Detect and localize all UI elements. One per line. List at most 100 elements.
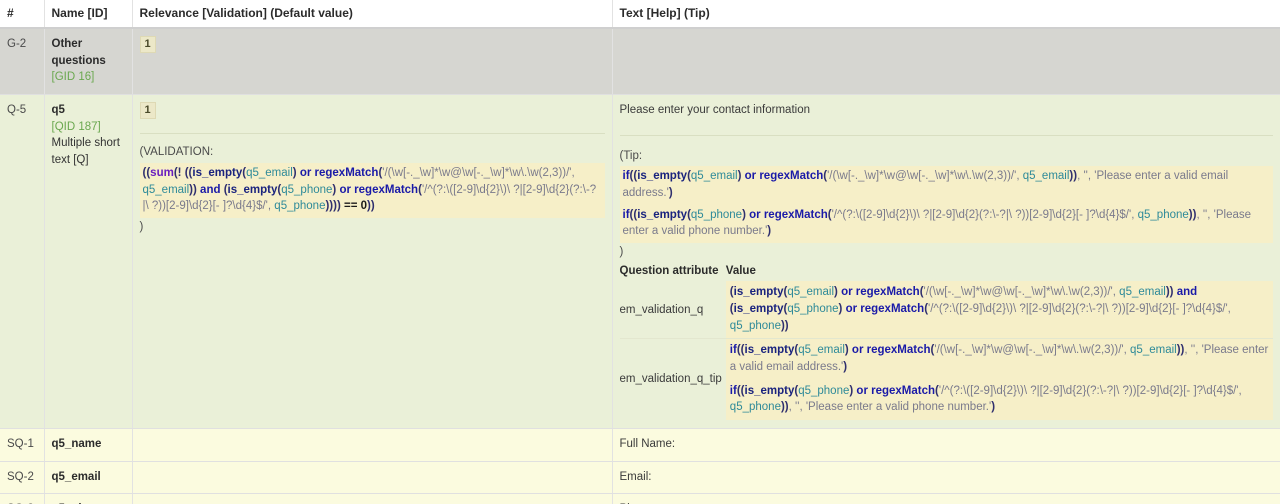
tok-empty-string: '' bbox=[795, 401, 800, 414]
tip-close-paren: ) bbox=[619, 246, 624, 259]
tok-msg-email-2: address.' bbox=[796, 361, 844, 374]
table-row: SQ-3 q5_phone Phone: bbox=[0, 493, 1280, 504]
tok-paren: ) bbox=[849, 384, 854, 397]
subquestion-relevance-cell bbox=[132, 493, 613, 504]
subquestion-number: SQ-1 bbox=[0, 428, 45, 462]
qattr-row-em-validation-q: em_validation_q (is_empty(q5_email) or r… bbox=[619, 281, 1273, 340]
em-validation-q-expression: (is_empty(q5_email) or regexMatch('/(\w[… bbox=[725, 281, 1273, 339]
tok-regexmatch: regexMatch bbox=[314, 166, 379, 179]
qattr-key-em-validation-q: em_validation_q bbox=[619, 281, 726, 340]
tok-comma: , bbox=[799, 401, 803, 414]
tok-comma: , bbox=[1131, 208, 1135, 221]
tok-regex-email: '/(\w[-._\w]*\w@\w[-._\w]*\w\.\w(2,3))/' bbox=[382, 166, 572, 179]
tok-regexmatch: regexMatch bbox=[759, 170, 824, 183]
tok-comma: , bbox=[267, 200, 272, 213]
subquestion-relevance-cell bbox=[132, 461, 613, 495]
tok-if: if bbox=[622, 170, 630, 183]
tok-and: and bbox=[1176, 286, 1198, 299]
tok-paren: ( bbox=[687, 208, 691, 221]
tok-paren: )) bbox=[1165, 286, 1174, 299]
tok-or: or bbox=[841, 286, 853, 299]
validation-close-paren: ) bbox=[139, 221, 144, 233]
table-row: SQ-2 q5_email Email: bbox=[0, 461, 1280, 495]
tok-paren: ) bbox=[844, 344, 849, 357]
question-type-line1: Multiple short bbox=[51, 137, 120, 150]
subquestion-relevance-cell bbox=[132, 428, 613, 462]
question-text-cell: Please enter your contact information (T… bbox=[612, 94, 1280, 430]
tok-paren: ) bbox=[668, 187, 673, 200]
tok-is-empty: is_empty bbox=[227, 183, 278, 196]
tok-regexmatch: regexMatch bbox=[866, 344, 931, 357]
tok-paren: ( bbox=[277, 183, 282, 196]
tok-is-empty: is_empty bbox=[744, 344, 795, 357]
tok-or: or bbox=[845, 303, 858, 316]
question-type-line2: text [Q] bbox=[51, 154, 89, 167]
tok-comma: , bbox=[1238, 384, 1242, 397]
tok-comma: , bbox=[1112, 286, 1116, 299]
tok-var-q5-phone: q5_phone bbox=[798, 384, 850, 397]
tok-var-q5-phone: q5_phone bbox=[729, 319, 781, 332]
tok-empty-string: '' bbox=[1083, 170, 1088, 183]
qattr-value-em-validation-q: (is_empty(q5_email) or regexMatch('/(\w[… bbox=[725, 281, 1273, 340]
tok-paren: ( bbox=[930, 344, 935, 357]
tok-comma: , bbox=[1207, 208, 1211, 221]
tip-phone-expression: if((is_empty(q5_phone) or regexMatch('/^… bbox=[619, 204, 1273, 244]
relevance-divider bbox=[139, 133, 605, 135]
tok-paren: ) bbox=[767, 225, 772, 238]
tok-paren: )) bbox=[189, 183, 197, 196]
tok-comma: , bbox=[788, 401, 792, 414]
tok-msg-phone-1: 'Please bbox=[805, 401, 844, 414]
tok-eq-zero: == 0 bbox=[344, 200, 368, 213]
tok-paren: (( bbox=[629, 208, 638, 221]
tok-regex-email: '/(\w[-._\w]*\w@\w[-._\w]*\w\.\w(2,3))/' bbox=[934, 344, 1124, 357]
group-row-text-cell bbox=[612, 28, 1280, 96]
tok-msg-phone-2: enter a valid phone number.' bbox=[622, 225, 768, 238]
subquestion-text: Email: bbox=[612, 461, 1280, 495]
tok-msg-email-1: 'Please enter a valid email bbox=[729, 344, 1269, 374]
tok-comma: , bbox=[1184, 344, 1188, 357]
subquestion-name-label: q5_email bbox=[51, 470, 101, 483]
tok-or: or bbox=[856, 384, 868, 397]
subquestion-number: SQ-3 bbox=[0, 493, 45, 504]
tok-paren: )) bbox=[1069, 170, 1078, 183]
tok-is-empty: is_empty bbox=[637, 208, 688, 221]
tok-comma: , bbox=[1016, 170, 1020, 183]
tok-paren: ( bbox=[242, 166, 247, 179]
tok-comma: , bbox=[1087, 170, 1092, 183]
subquestion-text: Full Name: bbox=[612, 428, 1280, 462]
tok-var-q5-email: q5_email bbox=[1022, 170, 1070, 183]
tok-regexmatch: regexMatch bbox=[354, 183, 419, 196]
tok-or: or bbox=[339, 183, 351, 196]
tip-label: (Tip: bbox=[619, 149, 643, 162]
tok-paren: ) bbox=[332, 183, 337, 196]
question-relevance-value: 1 bbox=[139, 102, 156, 120]
tok-empty-string: '' bbox=[1202, 208, 1208, 221]
qattr-key-em-validation-q-tip: em_validation_q_tip bbox=[619, 373, 722, 386]
tok-msg-email-1: 'Please enter a valid email bbox=[1094, 170, 1229, 183]
tok-comma: , bbox=[1123, 344, 1127, 357]
tok-paren: ( bbox=[919, 286, 924, 299]
question-attributes-table: Question attribute Value em_validation_q… bbox=[619, 263, 1273, 421]
tok-or: or bbox=[299, 166, 312, 179]
tok-paren: ( bbox=[173, 166, 178, 179]
table-header-row: # Name [ID] Relevance [Validation] (Defa… bbox=[0, 0, 1280, 29]
tok-or: or bbox=[851, 344, 864, 357]
tok-paren: ( bbox=[687, 170, 691, 183]
tok-paren: ( bbox=[378, 166, 383, 179]
tok-paren: ( bbox=[827, 208, 832, 221]
tok-paren: ( bbox=[935, 384, 939, 397]
subquestion-name: q5_name bbox=[44, 428, 133, 462]
tok-comma: , bbox=[1227, 303, 1231, 316]
tok-paren: ) bbox=[838, 303, 843, 316]
tok-paren: ) bbox=[834, 286, 838, 299]
tok-regex-phone: '/^(?:\([2-9]\d{2}\)\ ?|[2-9]\d{2}(?:\-?… bbox=[142, 183, 597, 213]
column-header-text: Text [Help] (Tip) bbox=[612, 0, 1280, 29]
tok-is-empty: is_empty bbox=[192, 166, 243, 179]
tok-var-q5-email: q5_email bbox=[690, 170, 738, 183]
tok-bang: ! bbox=[177, 166, 182, 179]
tok-var-q5-phone: q5_phone bbox=[274, 200, 326, 213]
tok-or: or bbox=[744, 170, 757, 183]
question-qid-label: [QID 187] bbox=[51, 120, 101, 133]
tok-if: if bbox=[729, 344, 737, 357]
